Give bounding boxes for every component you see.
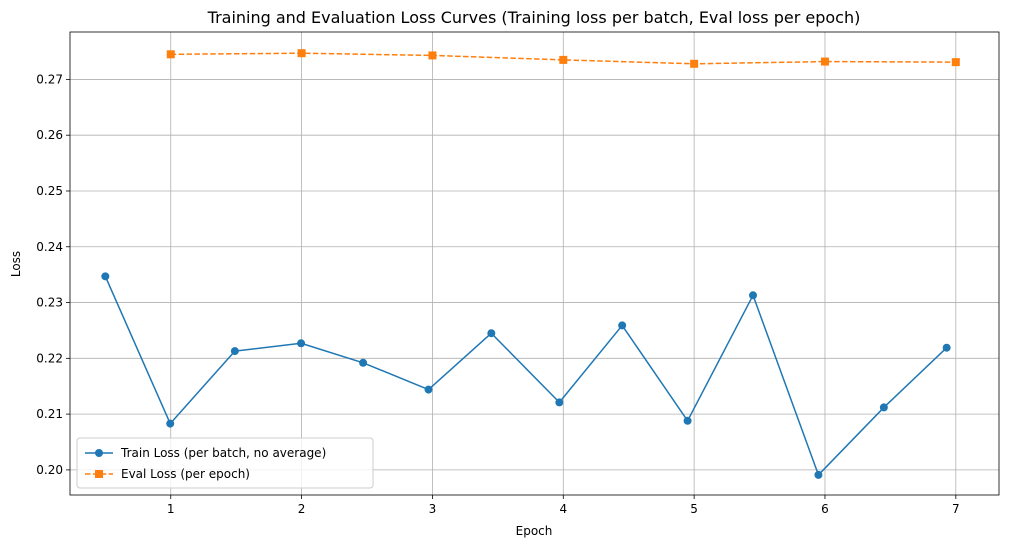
data-point-square (297, 49, 306, 58)
x-tick-label: 1 (167, 502, 175, 516)
data-point-circle (101, 272, 110, 281)
x-tick-label: 4 (559, 502, 567, 516)
data-point-circle (814, 470, 823, 479)
data-point-square (428, 51, 437, 60)
x-tick-label: 6 (821, 502, 829, 516)
y-tick-label: 0.26 (36, 128, 63, 142)
data-point-circle (683, 416, 692, 425)
legend: Train Loss (per batch, no average) Eval L… (76, 437, 374, 489)
legend-item-1: Train Loss (per batch, no average) (85, 446, 326, 460)
legend-label: Eval Loss (per epoch) (121, 467, 250, 481)
legend-item-2: Eval Loss (per epoch) (85, 467, 250, 481)
x-tick-label: 2 (298, 502, 306, 516)
y-tick-label: 0.20 (36, 463, 63, 477)
x-tick-label: 7 (952, 502, 960, 516)
legend-label: Train Loss (per batch, no average) (120, 446, 326, 460)
data-point-circle (555, 398, 564, 407)
y-tick-label: 0.27 (36, 72, 63, 86)
data-point-square (690, 59, 699, 68)
data-point-circle (359, 358, 368, 367)
chart-title: Training and Evaluation Loss Curves (Tra… (207, 8, 861, 27)
y-tick-label: 0.21 (36, 407, 63, 421)
plot-frame (69, 31, 1000, 496)
data-point-square (820, 57, 829, 66)
legend-marker-square (95, 470, 103, 478)
data-point-square (559, 55, 568, 64)
y-tick-label: 0.23 (36, 296, 63, 310)
data-point-circle (166, 419, 175, 428)
grid-lines (70, 32, 999, 495)
data-point-circle (297, 339, 306, 348)
data-point-circle (942, 343, 951, 352)
y-tick-label: 0.25 (36, 184, 63, 198)
x-axis-title: Epoch (516, 524, 553, 538)
y-tick-label: 0.22 (36, 351, 63, 365)
data-point-square (166, 50, 175, 59)
y-axis-title: Loss (9, 251, 23, 277)
data-point-circle (230, 347, 239, 356)
data-point-square (951, 58, 960, 67)
series-1 (101, 272, 951, 479)
legend-box (76, 437, 374, 489)
series-layer (101, 49, 960, 479)
data-point-circle (424, 385, 433, 394)
axes: 1 2 3 4 5 6 7 0.20 0.21 0.22 0.23 0.24 0.25 0.26 0.27 (36, 31, 1000, 516)
data-point-circle (618, 321, 627, 330)
data-point-circle (749, 291, 758, 300)
data-point-circle (879, 403, 888, 412)
x-tick-label: 5 (690, 502, 698, 516)
series-2 (166, 49, 960, 68)
data-point-circle (487, 329, 496, 338)
legend-marker-circle (95, 449, 103, 457)
series-line (104, 276, 948, 476)
x-tick-label: 3 (429, 502, 437, 516)
y-tick-label: 0.24 (36, 240, 63, 254)
